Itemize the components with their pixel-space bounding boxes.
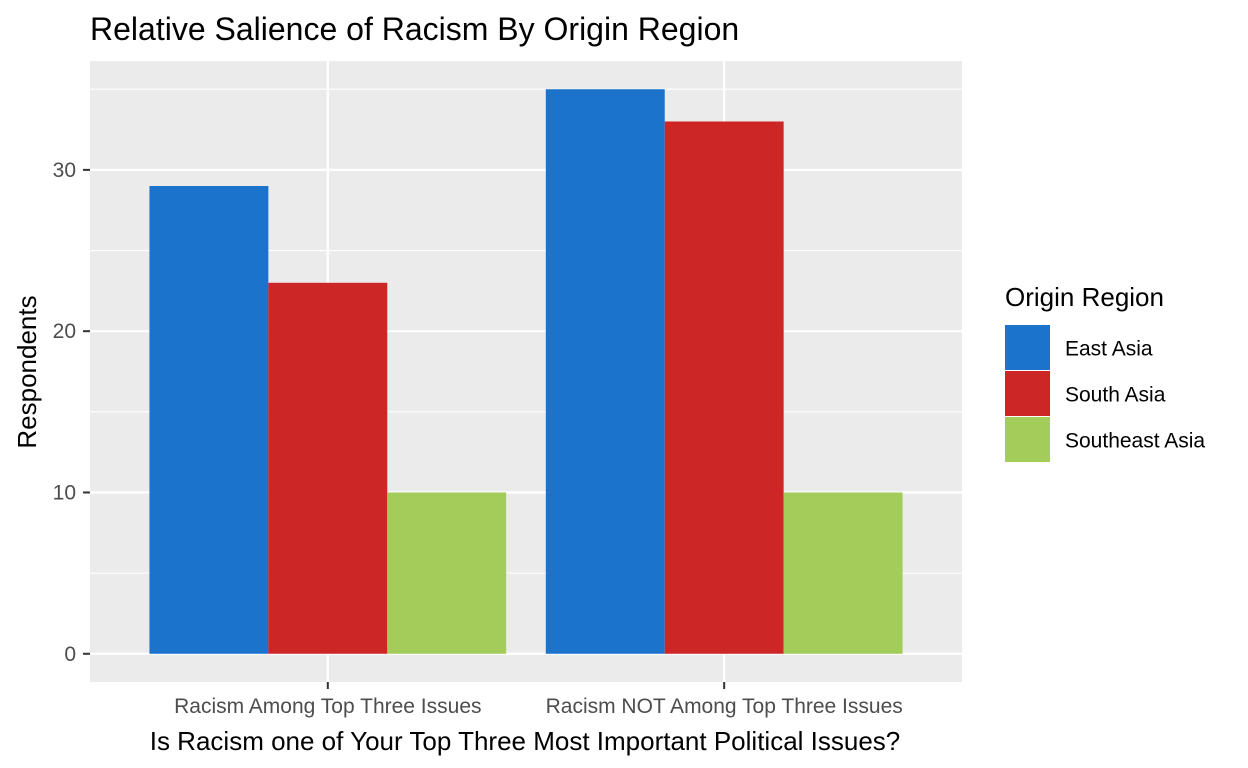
legend: Origin Region East Asia South Asia Southea… [1005, 282, 1205, 462]
y-tick-label: 0 [64, 643, 76, 666]
legend-key-south-asia [1005, 371, 1050, 416]
bar-southeast-asia-1 [783, 492, 903, 654]
legend-items: East Asia South Asia Southeast Asia [1005, 325, 1205, 462]
legend-key-east-asia [1005, 325, 1050, 370]
bar-southeast-asia-0 [387, 492, 507, 654]
legend-label: South Asia [1065, 384, 1166, 407]
legend-label: East Asia [1065, 338, 1153, 361]
x-tick-label: Racism Among Top Three Issues [174, 695, 481, 718]
y-tick-label: 20 [53, 320, 76, 343]
y-tick-label: 30 [53, 159, 76, 182]
bar-south-asia-0 [268, 282, 388, 654]
bar-south-asia-1 [664, 121, 784, 654]
bar-east-asia-0 [149, 186, 269, 654]
y-tick-label: 10 [53, 481, 76, 504]
x-axis-title: Is Racism one of Your Top Three Most Imp… [150, 726, 901, 756]
legend-title: Origin Region [1005, 282, 1164, 312]
bars [149, 89, 903, 654]
y-axis-title: Respondents [12, 295, 42, 448]
bar-east-asia-1 [545, 89, 665, 654]
x-axis: Racism Among Top Three Issues Racism NOT … [174, 682, 903, 718]
legend-label: Southeast Asia [1065, 430, 1205, 453]
y-axis: 0 10 20 30 [53, 159, 90, 666]
legend-key-southeast-asia [1005, 417, 1050, 462]
chart-title: Relative Salience of Racism By Origin Re… [90, 11, 739, 47]
x-tick-label: Racism NOT Among Top Three Issues [546, 695, 903, 718]
